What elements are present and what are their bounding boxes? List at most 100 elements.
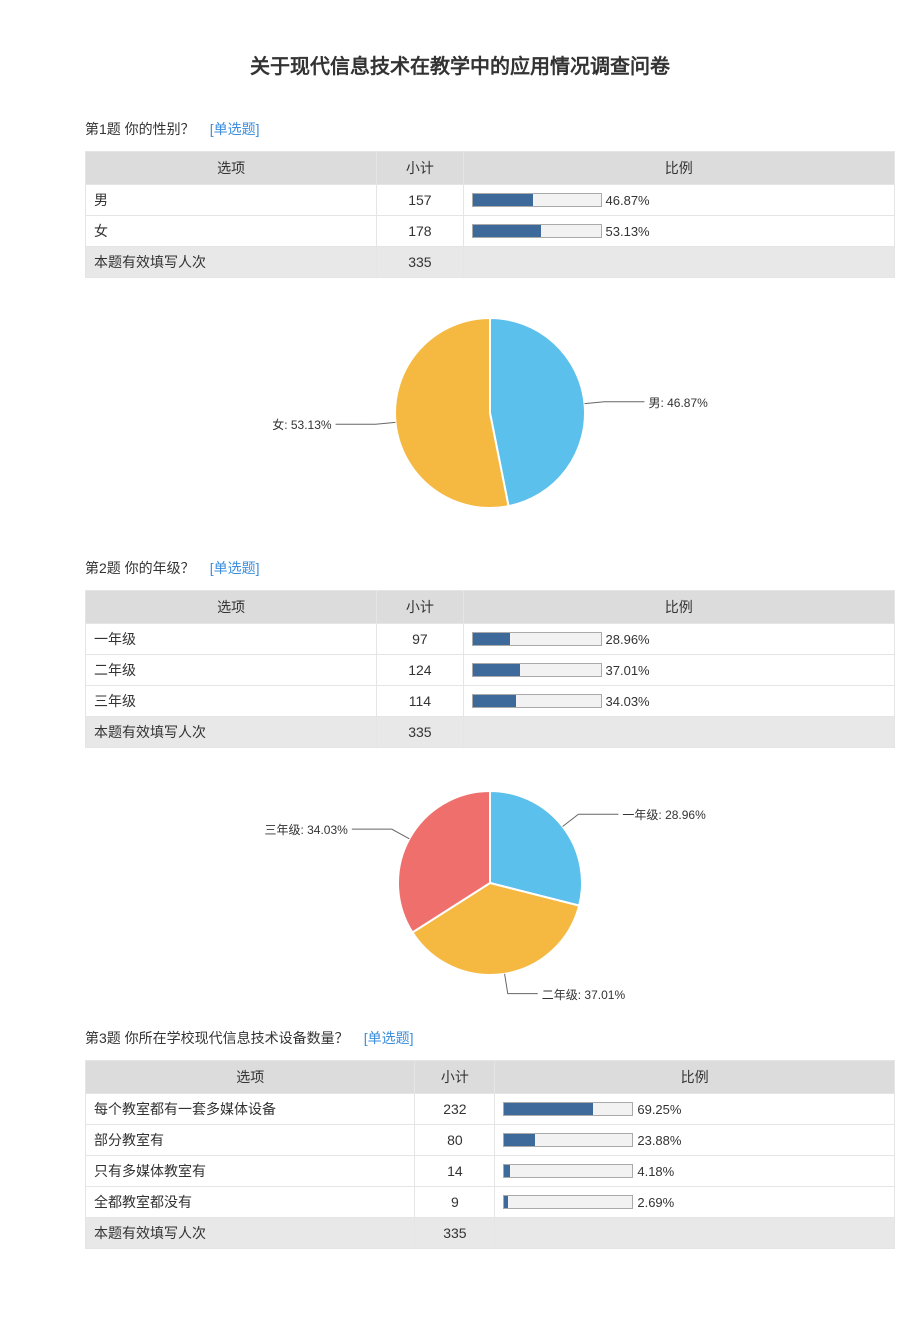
table-row: 三年级114 34.03% [86,686,895,717]
option-count: 178 [377,216,463,247]
ratio-bar-track [503,1164,633,1178]
table-total-row: 本题有效填写人次335 [86,717,895,748]
option-ratio-cell: 23.88% [495,1125,895,1156]
page-title: 关于现代信息技术在教学中的应用情况调查问卷 [0,50,920,79]
question-title: 第2题 你的年级？ [85,560,195,576]
option-label: 部分教室有 [86,1125,415,1156]
option-label: 只有多媒体教室有 [86,1156,415,1187]
table-total-row: 本题有效填写人次335 [86,1218,895,1249]
question-block: 第2题 你的年级？[单选题]选项小计比例一年级9728.96%二年级12437.… [85,558,895,998]
ratio-percent-text: 34.03% [606,694,650,709]
pie-slice-label: 一年级: 28.96% [622,806,705,823]
result-table: 选项小计比例一年级9728.96%二年级12437.01%三年级11434.03… [85,590,895,748]
option-label: 三年级 [86,686,377,717]
total-empty [463,717,894,748]
table-row: 全都教室都没有9 2.69% [86,1187,895,1218]
pie-slice-label: 女: 53.13% [272,416,331,433]
ratio-percent-text: 4.18% [637,1164,674,1179]
option-label: 男 [86,185,377,216]
total-label: 本题有效填写人次 [86,717,377,748]
option-ratio-cell: 46.87% [463,185,894,216]
option-ratio-cell: 37.01% [463,655,894,686]
question-header: 第3题 你所在学校现代信息技术设备数量？ [单选题] [85,1028,895,1048]
table-header-option: 选项 [86,591,377,624]
option-count: 124 [377,655,463,686]
ratio-percent-text: 46.87% [606,193,650,208]
table-header-ratio: 比例 [495,1061,895,1094]
option-count: 14 [415,1156,495,1187]
total-count: 335 [377,247,463,278]
table-header-count: 小计 [377,152,463,185]
ratio-bar-track [472,193,602,207]
question-block: 第1题 你的性别？[单选题]选项小计比例男15746.87%女17853.13%… [85,119,895,528]
pie-slice-label: 三年级: 34.03% [264,821,347,838]
ratio-bar-track [472,663,602,677]
table-header-option: 选项 [86,1061,415,1094]
option-ratio-cell: 28.96% [463,624,894,655]
ratio-bar-fill [473,225,541,237]
ratio-bar-track [503,1133,633,1147]
question-header: 第1题 你的性别？ [单选题] [85,119,895,139]
option-count: 232 [415,1094,495,1125]
ratio-percent-text: 37.01% [606,663,650,678]
question-type-link[interactable]: [单选题] [364,1030,414,1046]
ratio-percent-text: 2.69% [637,1195,674,1210]
ratio-bar-track [472,224,602,238]
ratio-bar-fill [473,664,520,676]
question-title: 第3题 你所在学校现代信息技术设备数量？ [85,1030,349,1046]
ratio-bar-fill [473,633,510,645]
table-header-option: 选项 [86,152,377,185]
total-count: 335 [415,1218,495,1249]
ratio-bar-fill [473,194,533,206]
pie-slice [490,318,585,506]
ratio-percent-text: 53.13% [606,224,650,239]
table-row: 男157 46.87% [86,185,895,216]
option-label: 二年级 [86,655,377,686]
total-empty [495,1218,895,1249]
ratio-bar-track [472,632,602,646]
ratio-percent-text: 23.88% [637,1133,681,1148]
total-empty [463,247,894,278]
total-count: 335 [377,717,463,748]
table-row: 一年级9728.96% [86,624,895,655]
question-type-link[interactable]: [单选题] [210,121,260,137]
option-label: 全都教室都没有 [86,1187,415,1218]
table-row: 只有多媒体教室有14 4.18% [86,1156,895,1187]
total-label: 本题有效填写人次 [86,1218,415,1249]
ratio-bar-track [472,694,602,708]
option-ratio-cell: 2.69% [495,1187,895,1218]
option-ratio-cell: 4.18% [495,1156,895,1187]
table-header-count: 小计 [415,1061,495,1094]
questions-container: 第1题 你的性别？[单选题]选项小计比例男15746.87%女17853.13%… [0,119,920,1249]
ratio-bar-fill [473,695,517,707]
result-table: 选项小计比例男15746.87%女17853.13%本题有效填写人次335 [85,151,895,278]
pie-slice-label: 二年级: 37.01% [542,986,625,1003]
ratio-bar-track [503,1195,633,1209]
option-ratio-cell: 34.03% [463,686,894,717]
option-count: 97 [377,624,463,655]
table-header-ratio: 比例 [463,591,894,624]
table-row: 二年级124 37.01% [86,655,895,686]
pie-chart: 男: 46.87% 女: 53.13% [250,298,730,528]
ratio-bar-fill [504,1103,593,1115]
total-label: 本题有效填写人次 [86,247,377,278]
ratio-bar-fill [504,1196,507,1208]
option-count: 9 [415,1187,495,1218]
question-title: 第1题 你的性别？ [85,121,195,137]
question-block: 第3题 你所在学校现代信息技术设备数量？[单选题]选项小计比例每个教室都有一套多… [85,1028,895,1249]
pie-chart: 一年级: 28.96%二年级: 37.01%三年级: 34.03% [250,768,730,998]
ratio-bar-fill [504,1134,535,1146]
option-count: 157 [377,185,463,216]
table-row: 女17853.13% [86,216,895,247]
table-row: 每个教室都有一套多媒体设备232 69.25% [86,1094,895,1125]
pie-slice-label: 男: 46.87% [648,394,707,411]
option-count: 114 [377,686,463,717]
question-header: 第2题 你的年级？ [单选题] [85,558,895,578]
result-table: 选项小计比例每个教室都有一套多媒体设备232 69.25% 部分教室有80 23.88… [85,1060,895,1249]
ratio-percent-text: 28.96% [606,632,650,647]
ratio-percent-text: 69.25% [637,1102,681,1117]
question-type-link[interactable]: [单选题] [210,560,260,576]
option-count: 80 [415,1125,495,1156]
table-row: 部分教室有80 23.88% [86,1125,895,1156]
option-label: 每个教室都有一套多媒体设备 [86,1094,415,1125]
